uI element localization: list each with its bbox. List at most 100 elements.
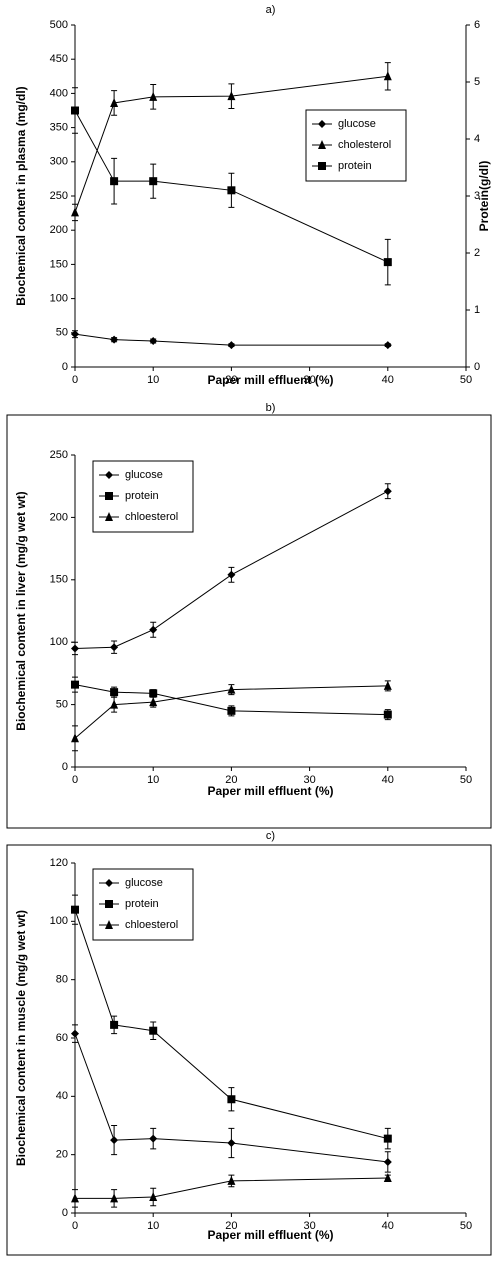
x-tick-label: 0 xyxy=(72,1220,78,1232)
y-tick-label: 150 xyxy=(50,258,68,270)
y2-tick-label: 1 xyxy=(474,304,480,316)
marker xyxy=(383,680,392,690)
marker xyxy=(110,1020,119,1029)
marker xyxy=(71,1193,79,1203)
chart-title: b) xyxy=(266,402,276,414)
marker xyxy=(71,106,79,115)
x-tick-label: 20 xyxy=(225,774,237,786)
y-tick-label: 500 xyxy=(50,19,68,31)
legend-marker xyxy=(318,140,326,149)
legend-marker xyxy=(318,162,326,170)
x-tick-label: 30 xyxy=(303,774,315,786)
marker xyxy=(227,1175,236,1185)
marker xyxy=(71,330,79,339)
legend-label: glucose xyxy=(338,118,376,130)
legend-label: protein xyxy=(125,490,159,502)
marker xyxy=(110,699,119,709)
y-tick-label: 350 xyxy=(50,122,68,134)
marker xyxy=(110,1193,119,1203)
marker xyxy=(383,258,392,267)
x-tick-label: 30 xyxy=(303,1220,315,1232)
marker xyxy=(110,643,119,652)
x-tick-label: 10 xyxy=(147,1220,159,1232)
marker xyxy=(149,177,158,186)
y-tick-label: 250 xyxy=(50,449,68,461)
x-tick-label: 30 xyxy=(303,374,315,386)
marker xyxy=(71,1029,79,1038)
y-tick-label: 400 xyxy=(50,87,68,99)
y-tick-label: 100 xyxy=(50,636,68,648)
y2-tick-label: 6 xyxy=(474,19,480,31)
y-tick-label: 100 xyxy=(50,915,68,927)
legend-label: chloesterol xyxy=(125,919,178,931)
marker xyxy=(71,680,79,689)
marker xyxy=(227,706,236,715)
legend-label: protein xyxy=(338,160,372,172)
marker xyxy=(110,1136,119,1145)
marker xyxy=(227,186,236,195)
marker xyxy=(110,97,119,107)
y-tick-label: 200 xyxy=(50,511,68,523)
legend-label: glucose xyxy=(125,469,163,481)
y-axis-label: Biochemical content in muscle (mg/g wet … xyxy=(14,910,28,1166)
y2-tick-label: 4 xyxy=(474,133,480,145)
marker xyxy=(110,335,119,344)
y-axis-label: Biochemical content in plasma (mg/dl) xyxy=(14,86,28,305)
y-tick-label: 60 xyxy=(56,1032,68,1044)
x-axis-label: Paper mill effluent (%) xyxy=(207,1228,333,1242)
x-tick-label: 0 xyxy=(72,774,78,786)
marker xyxy=(227,570,236,579)
x-tick-label: 40 xyxy=(382,774,394,786)
marker xyxy=(149,1026,158,1035)
legend-label: cholesterol xyxy=(338,139,391,151)
legend-marker xyxy=(318,120,326,128)
marker xyxy=(71,905,79,914)
chart-title: a) xyxy=(266,4,276,16)
x-tick-label: 50 xyxy=(460,1220,472,1232)
y2-tick-label: 0 xyxy=(474,361,480,373)
x-tick-label: 10 xyxy=(147,774,159,786)
y-axis-label: Biochemical content in liver (mg/g wet w… xyxy=(14,491,28,730)
y-tick-label: 80 xyxy=(56,974,68,986)
marker xyxy=(227,91,236,101)
y2-tick-label: 2 xyxy=(474,247,480,259)
legend-label: protein xyxy=(125,898,159,910)
marker xyxy=(149,91,158,101)
x-tick-label: 20 xyxy=(225,1220,237,1232)
chart-title: c) xyxy=(266,830,275,842)
y-tick-label: 50 xyxy=(56,327,68,339)
y-tick-label: 100 xyxy=(50,293,68,305)
marker xyxy=(110,688,119,697)
y-tick-label: 0 xyxy=(62,1207,68,1219)
x-tick-label: 20 xyxy=(225,374,237,386)
marker xyxy=(149,697,158,707)
y-tick-label: 20 xyxy=(56,1149,68,1161)
x-tick-label: 40 xyxy=(382,374,394,386)
y-tick-label: 150 xyxy=(50,574,68,586)
y-tick-label: 300 xyxy=(50,156,68,168)
y-tick-label: 40 xyxy=(56,1090,68,1102)
marker xyxy=(227,1139,236,1147)
legend-marker xyxy=(105,900,113,908)
marker xyxy=(149,1191,158,1201)
legend-marker xyxy=(105,920,113,929)
marker xyxy=(383,710,392,719)
marker xyxy=(149,1134,158,1143)
marker xyxy=(110,177,119,186)
panel-frame xyxy=(6,844,492,1256)
x-tick-label: 10 xyxy=(147,374,159,386)
marker xyxy=(149,337,158,346)
marker xyxy=(227,341,236,350)
marker xyxy=(383,71,392,81)
y2-tick-label: 3 xyxy=(474,190,480,202)
legend-marker xyxy=(105,512,113,521)
x-tick-label: 0 xyxy=(72,374,78,386)
marker xyxy=(383,341,392,350)
marker xyxy=(383,487,392,496)
y-tick-label: 450 xyxy=(50,53,68,65)
marker xyxy=(383,1134,392,1143)
y-tick-label: 0 xyxy=(62,361,68,373)
marker xyxy=(71,733,79,743)
